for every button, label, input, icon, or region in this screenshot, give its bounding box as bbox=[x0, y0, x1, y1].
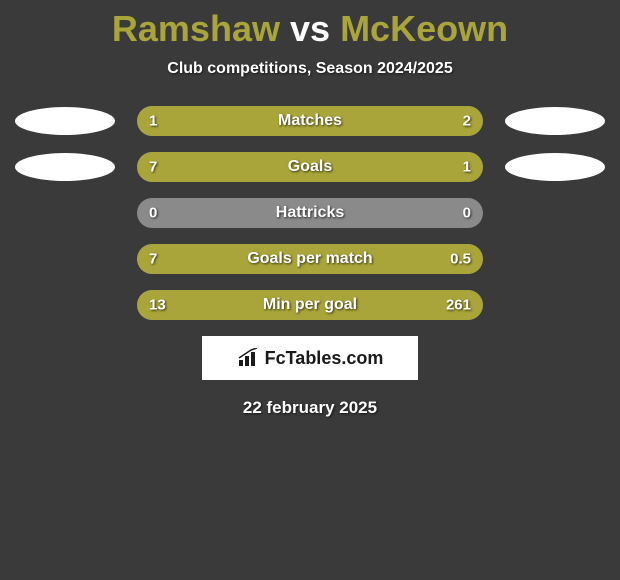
stat-name: Hattricks bbox=[276, 204, 344, 222]
stat-name: Goals per match bbox=[247, 250, 372, 268]
stat-bar: 7 Goals 1 bbox=[137, 152, 483, 182]
stat-bar: 0 Hattricks 0 bbox=[137, 198, 483, 228]
player1-badge bbox=[15, 153, 115, 181]
badge-spacer bbox=[505, 245, 605, 273]
stat-name: Matches bbox=[278, 112, 342, 130]
player2-badge bbox=[505, 107, 605, 135]
comparison-card: Ramshaw vs McKeown Club competitions, Se… bbox=[0, 0, 620, 418]
stat-bar: 13 Min per goal 261 bbox=[137, 290, 483, 320]
stat-name: Min per goal bbox=[263, 296, 357, 314]
logo-box[interactable]: FcTables.com bbox=[202, 336, 418, 380]
stat-row: 13 Min per goal 261 bbox=[0, 290, 620, 320]
badge-spacer bbox=[15, 199, 115, 227]
logo: FcTables.com bbox=[237, 348, 384, 369]
stat-left-value: 7 bbox=[149, 251, 157, 268]
stat-right-value: 0 bbox=[463, 205, 471, 222]
subtitle: Club competitions, Season 2024/2025 bbox=[0, 60, 620, 78]
stat-right-value: 1 bbox=[463, 159, 471, 176]
bar-fill-right bbox=[414, 244, 483, 274]
badge-spacer bbox=[505, 291, 605, 319]
page-title: Ramshaw vs McKeown bbox=[0, 8, 620, 50]
stat-left-value: 1 bbox=[149, 113, 157, 130]
bar-fill-left bbox=[137, 152, 407, 182]
vs-separator: vs bbox=[290, 8, 330, 49]
logo-chart-icon bbox=[237, 348, 261, 368]
badge-spacer bbox=[15, 245, 115, 273]
stat-row: 7 Goals 1 bbox=[0, 152, 620, 182]
player1-badge bbox=[15, 107, 115, 135]
player2-badge bbox=[505, 153, 605, 181]
player1-name: Ramshaw bbox=[112, 8, 280, 49]
stat-bar: 1 Matches 2 bbox=[137, 106, 483, 136]
badge-spacer bbox=[15, 291, 115, 319]
stat-row: 1 Matches 2 bbox=[0, 106, 620, 136]
player2-name: McKeown bbox=[340, 8, 508, 49]
stat-right-value: 261 bbox=[446, 297, 471, 314]
stat-left-value: 0 bbox=[149, 205, 157, 222]
stat-row: 0 Hattricks 0 bbox=[0, 198, 620, 228]
stat-bar: 7 Goals per match 0.5 bbox=[137, 244, 483, 274]
stats-list: 1 Matches 2 7 Goals 1 0 Hattricks 0 7 Goals per ma… bbox=[0, 106, 620, 320]
bar-fill-right bbox=[407, 152, 483, 182]
footer-date: 22 february 2025 bbox=[0, 398, 620, 418]
stat-left-value: 13 bbox=[149, 297, 166, 314]
stat-right-value: 2 bbox=[463, 113, 471, 130]
badge-spacer bbox=[505, 199, 605, 227]
stat-name: Goals bbox=[288, 158, 332, 176]
stat-row: 7 Goals per match 0.5 bbox=[0, 244, 620, 274]
stat-right-value: 0.5 bbox=[450, 251, 471, 268]
logo-text: FcTables.com bbox=[265, 348, 384, 369]
stat-left-value: 7 bbox=[149, 159, 157, 176]
